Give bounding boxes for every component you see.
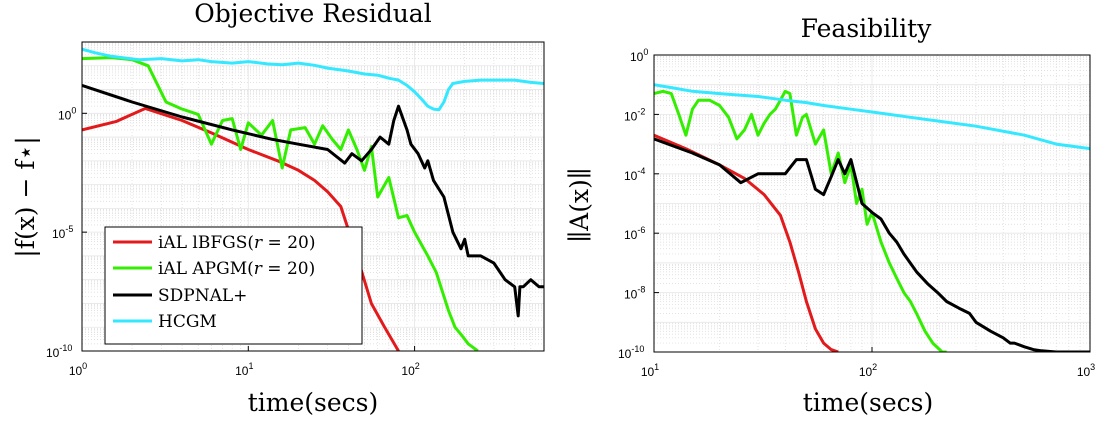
- x-axis-label-objective: time(secs): [248, 388, 379, 417]
- legend-entry-sdpnal: SDPNAL+: [158, 286, 247, 306]
- objective-residual-chart: Objective Residual 100 101 102 100 10-5 10-10…: [11, 0, 545, 417]
- series-line-sdpnal-feasibility: [654, 137, 1090, 352]
- chart-title-feasibility: Feasibility: [801, 14, 933, 43]
- legend: iAL lBFGS(r = 20) iAL APGM(r = 20) SDPNA…: [104, 226, 363, 345]
- x-tick-label: 100: [69, 361, 87, 378]
- x-tick-label: 101: [641, 362, 659, 379]
- y-tick-label: 10-6: [624, 225, 645, 242]
- x-tick-label: 102: [859, 362, 877, 379]
- axes-frame-objective: [81, 41, 545, 352]
- series-lines-feasibility: [654, 83, 1090, 352]
- x-tick-label: 103: [1077, 362, 1095, 379]
- series-line-ial-apgm-r-20-feasibility: [654, 89, 947, 352]
- y-tick-label: 10-5: [52, 224, 73, 241]
- y-tick-label: 10-10: [618, 344, 644, 361]
- series-line-hcgm-objective-residual: [82, 47, 544, 112]
- x-tick-label: 102: [401, 361, 419, 378]
- legend-entry-apgm: iAL APGM(r = 20): [158, 259, 315, 279]
- y-tick-label: 100: [630, 47, 648, 64]
- series-line-ial-lbfgs-r-20-feasibility: [654, 133, 839, 352]
- y-tick-label: 100: [58, 105, 76, 122]
- x-axis-label-feasibility: time(secs): [803, 388, 934, 417]
- legend-entry-hcgm: HCGM: [158, 312, 217, 332]
- legend-box: [104, 226, 363, 345]
- series-line-ial-lbfgs-r-20-objective-residual: [82, 107, 400, 351]
- chart-title-objective: Objective Residual: [194, 0, 431, 28]
- x-tick-label: 101: [235, 361, 253, 378]
- series-line-ial-apgm-r-20-objective-residual: [82, 56, 479, 351]
- y-axis-label-objective: |f(x) − f⋆|: [11, 136, 41, 257]
- y-tick-label: 10-8: [624, 285, 645, 302]
- y-tick-label: 10-10: [46, 343, 72, 360]
- series-line-hcgm-feasibility: [654, 83, 1090, 151]
- tick-labels-feasibility: 101 102 103 100 10-2 10-4 10-6 10-8 10-10: [618, 47, 1095, 379]
- grid-feasibility: [653, 54, 1091, 353]
- series-lines-objective: [82, 47, 544, 351]
- legend-entry-lbfgs: iAL lBFGS(r = 20): [158, 233, 315, 253]
- y-tick-label: 10-2: [624, 106, 645, 123]
- tick-labels-objective: 100 101 102 100 10-5 10-10: [46, 105, 420, 378]
- y-axis-label-feasibility: ∥A(x)∥: [565, 168, 594, 243]
- feasibility-chart: Feasibility 101 102 103 100 10-2 10-4 10-6 10-8…: [565, 14, 1095, 417]
- series-line-sdpnal-objective-residual: [82, 83, 544, 318]
- y-tick-label: 10-4: [624, 166, 645, 183]
